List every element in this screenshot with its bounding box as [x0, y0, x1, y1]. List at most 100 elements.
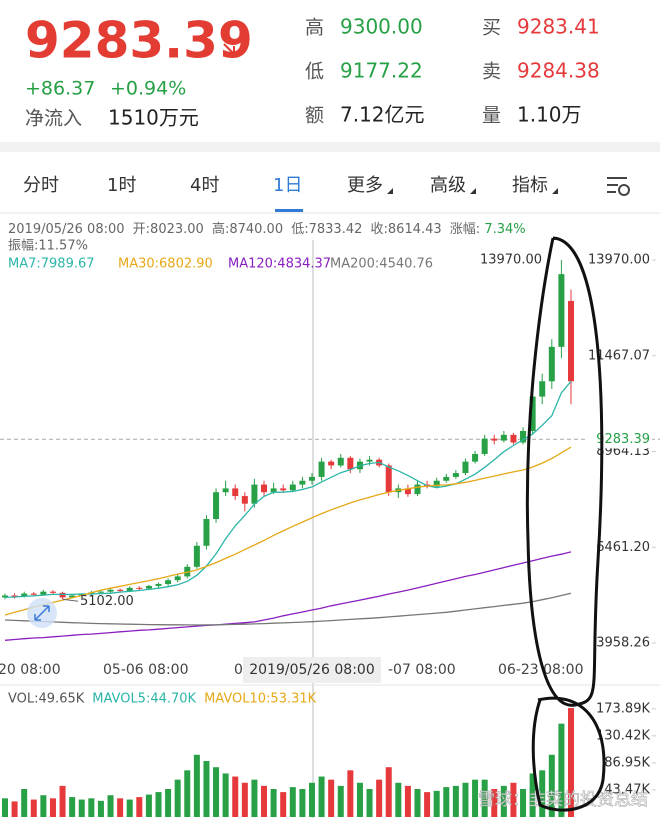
volume-bar	[500, 785, 507, 817]
stat-label: 量	[482, 105, 501, 127]
down-arrow	[223, 43, 235, 55]
volume-bar	[452, 785, 459, 817]
candle-body	[462, 461, 469, 474]
tab[interactable]: 分时	[23, 175, 59, 196]
volume-bar	[462, 782, 469, 817]
info-high: 高:8740.00	[212, 221, 283, 237]
candle-body	[308, 476, 315, 481]
info-pct: 7.34%	[484, 222, 525, 237]
volume-bar	[366, 788, 373, 817]
candle-body	[222, 488, 229, 493]
volume-bar	[78, 799, 85, 817]
candle-body	[241, 496, 248, 504]
volume-bar	[155, 792, 162, 817]
x-axis: 20 08:00 05-06 08:00 0 -07 08:00 06-23 0…	[0, 662, 583, 678]
current-price-label: 9283.39	[596, 432, 650, 447]
netflow-label: 净流入	[25, 108, 82, 130]
legend-entry: MA120:4834.37	[228, 257, 331, 272]
ohlc-info: 2019/05/26 08:00 开:8023.00 高:8740.00 低:7…	[8, 221, 526, 237]
expand-icon	[34, 605, 50, 621]
volume-bar	[232, 776, 239, 817]
tab[interactable]: 指标	[512, 175, 548, 196]
volume-bar	[97, 800, 104, 817]
volume-bar	[193, 754, 200, 817]
y-tick-label: 130.42K	[596, 728, 650, 743]
volume-bar	[472, 779, 479, 817]
info-pct-label: 涨幅:	[450, 222, 480, 237]
volume-bar	[49, 798, 56, 817]
volume-bar	[59, 785, 66, 817]
candle-body	[500, 434, 507, 441]
info-date: 2019/05/26 08:00	[8, 222, 125, 237]
volume-bar	[520, 788, 527, 817]
volume-bar	[289, 787, 296, 817]
tab[interactable]: 高级	[430, 175, 466, 196]
info-open: 开:8023.00	[133, 222, 204, 237]
candle-body	[107, 589, 114, 592]
y-tick-label: 173.89K	[596, 701, 650, 716]
volume-bar	[328, 779, 335, 817]
candle-body	[558, 274, 565, 347]
candle-body	[289, 484, 296, 491]
candle-body	[145, 585, 152, 589]
crosshair-label: 2019/05/26 08:00	[249, 662, 375, 678]
change-pct: +0.94%	[110, 78, 186, 100]
candle-body	[443, 476, 450, 481]
candle-body	[328, 461, 335, 466]
volume-bar	[40, 795, 47, 817]
ma-line	[4, 380, 572, 599]
tab[interactable]: 4时	[190, 175, 219, 196]
tabs: 分时 1时 4时 1日 更多 高级 指标	[23, 175, 630, 196]
stat-label: 买	[482, 17, 501, 39]
separator	[0, 142, 660, 152]
candle-body	[203, 518, 210, 546]
stat-label: 卖	[482, 61, 501, 83]
volume-bar	[481, 779, 488, 817]
candle-body	[452, 473, 459, 477]
candle-body	[337, 457, 344, 466]
volume-bar	[280, 792, 287, 817]
volume-bar	[21, 788, 28, 817]
volume-bar	[337, 785, 344, 817]
low-annotation: 5102.00	[80, 594, 134, 609]
candle-body	[2, 595, 8, 598]
stat-value: 9284.38	[517, 59, 600, 83]
candle-body	[491, 438, 498, 441]
candle-body	[280, 488, 287, 491]
stat-value: 9177.22	[340, 59, 423, 83]
x-label: 05-06 08:00	[103, 662, 188, 678]
y-tick-label: 3958.26	[596, 636, 650, 651]
volume-bar	[213, 767, 220, 817]
x-label: 0	[234, 662, 243, 678]
y-tick-label: 11467.07	[588, 348, 650, 363]
volume-bar	[548, 754, 555, 817]
candle-body	[299, 480, 306, 485]
candle-body	[11, 595, 18, 597]
legend-entry: MA30:6802.90	[118, 257, 213, 272]
candle-body	[136, 587, 143, 589]
tab[interactable]: 1时	[107, 175, 136, 196]
volume-bar	[356, 782, 363, 817]
volume-bar	[568, 708, 574, 817]
candle-body	[270, 488, 277, 493]
volume-bar	[395, 782, 402, 817]
candle-body	[520, 431, 527, 443]
ma-line	[4, 592, 572, 626]
stats: 高 9300.00 低 9177.22 额 7.12亿元 买 9283.41 卖…	[305, 15, 600, 127]
volume-bar	[424, 792, 431, 817]
candle-body	[539, 381, 546, 397]
volume-legend: MAVOL10:53.31K	[204, 692, 317, 707]
volume-bar	[174, 779, 181, 817]
volume-bar	[11, 801, 18, 817]
volume-bar	[414, 788, 421, 817]
settings-icon[interactable]	[607, 177, 630, 196]
volume-bar	[126, 799, 133, 817]
tab[interactable]: 更多	[347, 175, 383, 196]
candle-body	[174, 576, 181, 581]
volume-bar	[539, 770, 546, 817]
volume-bar	[558, 723, 565, 817]
volume-bar	[510, 782, 517, 817]
volume-bar	[145, 794, 152, 817]
tab-active[interactable]: 1日	[273, 175, 302, 196]
candle-body	[40, 591, 47, 595]
